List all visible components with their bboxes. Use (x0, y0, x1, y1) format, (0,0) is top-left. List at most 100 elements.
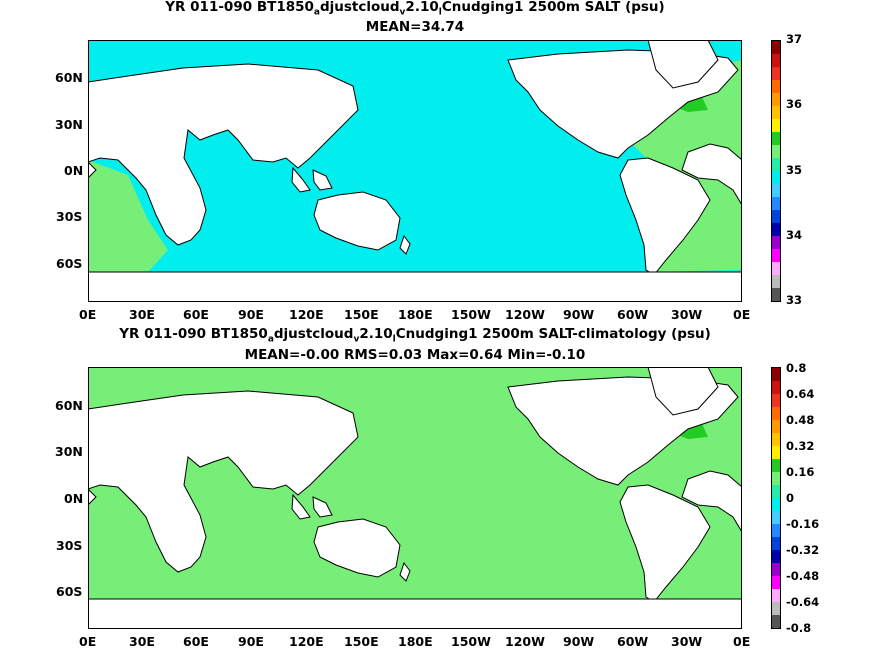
colorbar-swatch (772, 576, 780, 589)
panel1-lon-label: 150E (344, 307, 379, 322)
panel2-lon-label: 90E (238, 634, 264, 649)
panel1-lon-label: 90W (563, 307, 595, 322)
colorbar-swatch (772, 472, 780, 485)
panel2-title: YR 011-090 BT1850adjustcloudv2.10lCnudgi… (119, 326, 711, 345)
colorbar-swatch (772, 446, 780, 459)
colorbar-swatch (772, 511, 780, 524)
continent (88, 161, 97, 179)
panel2-lon-label: 60W (617, 634, 649, 649)
continent (647, 367, 719, 416)
panel2-colorbar-label: -0.16 (786, 517, 820, 531)
continent (291, 166, 311, 193)
panel2-lon-label: 120E (289, 634, 324, 649)
colorbar-swatch (772, 93, 780, 106)
continent (681, 470, 742, 533)
colorbar-swatch (772, 158, 780, 171)
colorbar-swatch (772, 524, 780, 537)
colorbar-swatch (772, 407, 780, 420)
colorbar-swatch (772, 223, 780, 236)
panel1-colorbar (771, 40, 781, 302)
colorbar-swatch (772, 171, 780, 184)
panel2-colorbar-label: 0.32 (786, 439, 815, 453)
panel1-colorbar-label: 34 (786, 228, 803, 242)
colorbar-swatch (772, 459, 780, 472)
panel2-colorbar-label: 0.48 (786, 413, 815, 427)
panel1-map (88, 40, 742, 302)
panel2-lon-label: 90W (563, 634, 595, 649)
continent (619, 484, 711, 603)
panel1-lon-label: 0E (733, 307, 751, 322)
continent (399, 234, 411, 255)
panel2-lon-label: 30E (129, 634, 155, 649)
panel1-lon-label: 180E (398, 307, 433, 322)
map-frame (88, 40, 742, 302)
colorbar-swatch (772, 381, 780, 394)
panel1-lon-label: 60W (617, 307, 649, 322)
colorbar-swatch (772, 236, 780, 249)
panel1-stats: MEAN=34.74 (365, 19, 465, 35)
colorbar-swatch (772, 197, 780, 210)
panel2-colorbar-label: 0.16 (786, 465, 815, 479)
colorbar-swatch (772, 498, 780, 511)
panel1-lat-label: 60N (55, 70, 83, 85)
colorbar-swatch (772, 537, 780, 550)
panel2-stats: MEAN=-0.00 RMS=0.03 Max=0.64 Min=-0.10 (244, 347, 586, 363)
colorbar-swatch (772, 615, 780, 628)
colorbar-swatch (772, 106, 780, 119)
panel1-lon-label: 120W (505, 307, 545, 322)
colorbar-swatch (772, 368, 780, 381)
panel2-colorbar-label: -0.64 (786, 595, 820, 609)
panel1-colorbar-label: 36 (786, 97, 803, 111)
panel2-lon-label: 180E (398, 634, 433, 649)
continent (88, 598, 742, 629)
colorbar-swatch (772, 119, 780, 132)
colorbar-swatch (772, 288, 780, 301)
panel2-lon-label: 60E (183, 634, 209, 649)
panel2-lat-label: 60S (56, 584, 83, 599)
panel2-map (88, 367, 742, 629)
colorbar-swatch (772, 54, 780, 67)
colorbar-swatch (772, 41, 780, 54)
panel2-colorbar-label: -0.8 (786, 621, 812, 635)
panel1-lat-label: 30N (55, 117, 83, 132)
colorbar-swatch (772, 394, 780, 407)
colorbar-swatch (772, 132, 780, 145)
panel1-lon-label: 90E (238, 307, 264, 322)
colorbar-swatch (772, 262, 780, 275)
panel2-lat-label: 60N (55, 398, 83, 413)
panel2-colorbar-label: -0.48 (786, 569, 820, 583)
colorbar-swatch (772, 485, 780, 498)
panel2-lon-label: 30W (671, 634, 703, 649)
panel2-lat-label: 30N (55, 444, 83, 459)
panel1-lat-label: 30S (56, 209, 83, 224)
panel2-lon-label: 150W (451, 634, 491, 649)
colorbar-swatch (772, 80, 780, 93)
colorbar-swatch (772, 145, 780, 158)
panel2-colorbar-label: -0.32 (786, 543, 820, 557)
colorbar-swatch (772, 550, 780, 563)
panel1-lon-label: 150W (451, 307, 491, 322)
panel1-lat-label: 0N (64, 163, 84, 178)
panel2-lon-label: 0E (733, 634, 751, 649)
panel2-lat-label: 0N (64, 491, 84, 506)
continent (291, 493, 311, 520)
panel1-title: YR 011-090 BT1850adjustcloudv2.10lCnudgi… (165, 0, 665, 18)
panel2-colorbar-label: 0.64 (786, 387, 815, 401)
continent (399, 561, 411, 582)
continent (88, 63, 359, 246)
panel1-lon-label: 0E (79, 307, 97, 322)
continent (313, 191, 401, 251)
atlantic-fill (88, 160, 168, 272)
panel2-lon-label: 150E (344, 634, 379, 649)
continent (88, 271, 742, 302)
colorbar-swatch (772, 275, 780, 288)
panel1-lon-label: 30W (671, 307, 703, 322)
continent (619, 157, 711, 276)
colorbar-swatch (772, 589, 780, 602)
atlantic-fill (88, 487, 168, 599)
continent (647, 40, 719, 89)
panel2-lon-label: 0E (79, 634, 97, 649)
panel1-colorbar-label: 37 (786, 32, 803, 46)
panel1-lat-label: 60S (56, 256, 83, 271)
panel2-colorbar-label: 0.8 (786, 361, 807, 375)
